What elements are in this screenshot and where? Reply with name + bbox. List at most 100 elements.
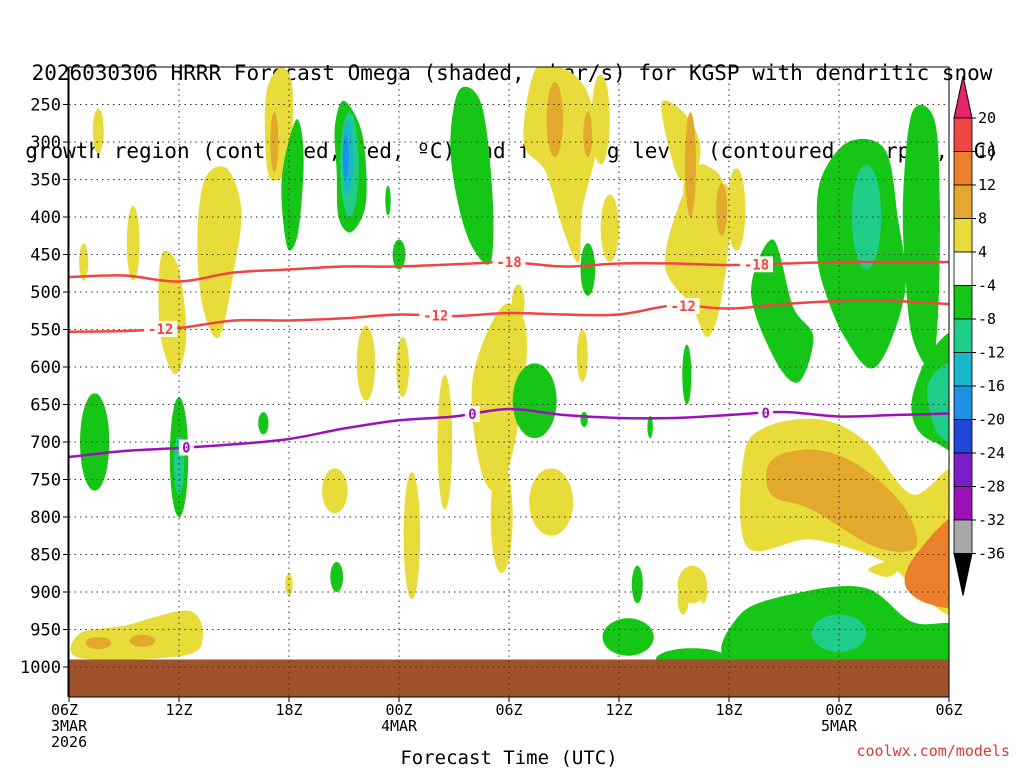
omega-orange-region [716,183,728,236]
omega-teal-region [811,614,867,652]
omega-green-region [647,415,653,439]
x-tick-sublabel: 3MAR [51,717,88,735]
omega-yellow-region [868,562,898,577]
omega-yellow-region [511,284,525,322]
omega-yellow-region [70,610,203,660]
omega-yellow-region [591,74,610,165]
colorbar-label: 8 [978,210,987,228]
x-tick-label: 12Z [605,701,632,719]
temperature-contours: -18 -18 -12 -12 -12 0 0 0 [69,254,949,459]
gridlines [69,67,949,697]
contour-label: -12 [423,309,448,325]
colorbar-bottom-arrow [953,553,973,596]
y-tick-label: 800 [30,508,61,528]
omega-green-region [512,363,557,439]
contour-label: 0 [761,406,769,422]
omega-yellow-region [490,460,513,574]
contour-label-bg [419,307,453,324]
contour-label-bg [492,254,526,270]
omega-yellow-region [403,472,421,600]
y-tick-label: 550 [30,321,61,341]
omega-green-region [631,565,643,604]
colorbar-label: -8 [978,310,996,328]
omega-green-region [258,412,269,435]
omega-yellow-region [158,250,187,375]
y-tick-label: 1000 [20,658,61,678]
omega-yellow-region [322,468,348,514]
x-tick-sublabel: 2026 [51,733,87,751]
y-tick-label: 700 [30,433,61,453]
omega-green-region [580,412,588,427]
contour-label-bg [464,406,480,422]
colorbar-swatch [953,117,973,152]
omega-yellow-region [677,584,689,615]
y-tick-label: 500 [30,283,61,303]
omega-yellow-region [396,337,410,397]
omega-green-region [80,393,110,491]
colorbar-swatch [953,184,973,219]
contour-label: 0 [468,407,476,423]
x-tick-label: 00Z [825,701,852,719]
omega-yellow-region [92,108,104,154]
colorbar: 20 16 12 8 4 -4 -8 -12 -16 -20 -24 -28 -32 -36 [953,75,1005,596]
omega-yellow-region [437,374,453,510]
site-credit[interactable]: coolwx.com/models [856,742,1010,760]
y-tick-label: 650 [30,396,61,416]
x-axis-label: Forecast Time (UTC) [400,747,617,768]
colorbar-label: 12 [978,176,996,194]
omega-yellow-region [727,168,746,251]
omega-orange-region [270,112,279,172]
omega-green-region [580,243,596,296]
x-tick-label: 06Z [935,701,962,719]
omega-orange-region [546,82,564,157]
omega-green-region [902,104,940,368]
omega-green-region [281,119,304,251]
x-tick-sublabel: 5MAR [821,717,858,735]
omega-orange-region [129,634,156,647]
omega-yellow-region [523,67,598,263]
colorbar-label: -4 [978,277,996,295]
colorbar-swatch [953,519,973,554]
contour-line [69,299,949,333]
contour-label: -12 [671,299,696,315]
omega-yellow-region [699,580,707,604]
omega-yellow-region [576,329,588,382]
contour-label-bg [144,321,178,337]
colorbar-swatch [953,318,973,353]
x-tick-label: 00Z [385,701,412,719]
omega-yellow-region [79,243,89,281]
contour-label-bg [758,405,774,421]
colorbar-label: -20 [978,411,1005,429]
omega-green-region [450,86,494,265]
omega-yellow-region [197,166,242,339]
omega-orange-region [583,112,593,157]
colorbar-swatch [953,352,973,387]
y-tick-label: 400 [30,208,61,228]
x-tick-label: 12Z [165,701,192,719]
omega-blue-region [342,134,349,180]
colorbar-swatch [953,452,973,487]
omega-yellow-region [600,194,619,262]
y-tick-label: 950 [30,621,61,641]
contour-label: -18 [496,255,521,271]
omega-green-region [602,618,654,656]
contour-label: -12 [148,322,173,338]
contour-line [69,407,949,459]
omega-green-region [385,185,391,216]
omega-green-region [750,239,814,383]
omega-green-region [330,562,344,592]
y-tick-label: 600 [30,358,61,378]
colorbar-label: -28 [978,478,1005,496]
colorbar-swatch [953,218,973,253]
omega-yellow-region [356,325,376,401]
x-tick-label: 06Z [495,701,522,719]
x-tick-sublabel: 4MAR [381,717,418,735]
y-tick-label: 350 [30,171,61,191]
colorbar-label: 20 [978,109,996,127]
y-tick-label: 750 [30,471,61,491]
omega-green-region [682,344,692,405]
title-line-1: 2026030306 HRRR Forecast Omega (shaded, … [31,61,993,85]
colorbar-swatch [953,151,973,186]
colorbar-label: -16 [978,377,1005,395]
omega-yellow-region [529,468,574,536]
